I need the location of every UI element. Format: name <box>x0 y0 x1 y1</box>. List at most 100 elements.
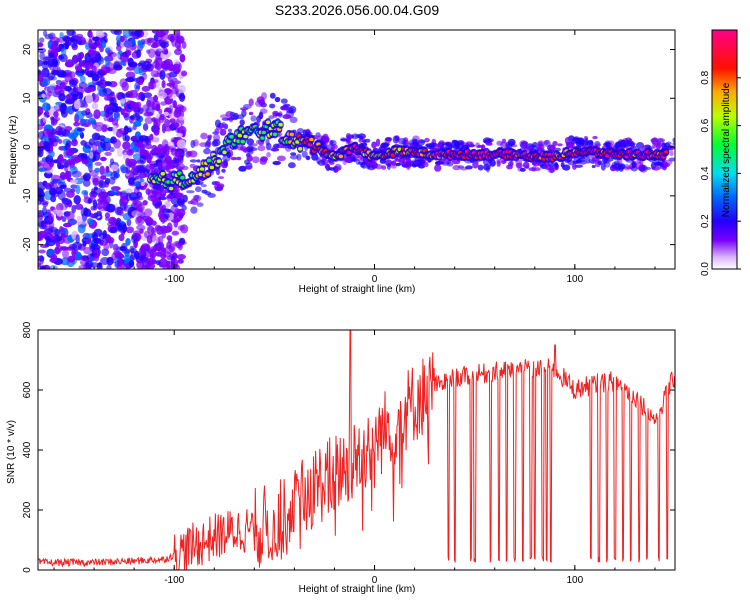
noise-blob <box>128 259 135 268</box>
noise-blob <box>97 191 107 199</box>
scatter-blob <box>370 161 378 169</box>
noise-blob <box>48 213 54 222</box>
scatter-blob <box>343 155 351 163</box>
noise-blob <box>145 137 151 143</box>
noise-blob <box>159 41 169 49</box>
noise-blob <box>43 141 49 149</box>
scatter-blob <box>266 152 271 158</box>
ridge-cell <box>261 130 266 135</box>
ridge-cell <box>240 139 245 144</box>
scatter-blob <box>175 166 183 171</box>
noise-blob <box>117 147 123 158</box>
scatter-blob <box>207 193 216 198</box>
scatter-blob <box>174 158 180 164</box>
noise-blob <box>164 118 170 128</box>
scatter-blob <box>276 155 286 162</box>
noise-blob <box>73 195 81 205</box>
noise-blob <box>134 250 140 260</box>
noise-blob <box>171 122 180 128</box>
noise-blob <box>165 72 171 79</box>
scatter-blob <box>446 162 454 167</box>
noise-blob <box>133 230 142 237</box>
noise-blob <box>122 51 128 58</box>
scatter-blob <box>350 157 356 162</box>
noise-blob <box>50 253 58 263</box>
noise-blob <box>111 189 118 195</box>
noise-blob <box>176 253 186 260</box>
scatter-blob <box>525 165 530 169</box>
scatter-blob <box>631 161 636 169</box>
noise-blob <box>68 243 78 250</box>
noise-blob <box>95 125 103 132</box>
scatter-blob <box>390 161 398 169</box>
noise-blob <box>139 145 146 154</box>
noise-blob <box>181 70 188 77</box>
noise-blob <box>150 227 157 234</box>
noise-blob <box>95 81 104 86</box>
noise-blob <box>64 126 73 132</box>
noise-blob <box>104 95 110 101</box>
colorbar: 0.0 0.2 0.4 0.6 0.8 Normalized spectral ampl… <box>700 29 741 276</box>
noise-blob <box>87 198 92 204</box>
snr-plot-area <box>38 330 675 570</box>
noise-blob <box>169 118 176 124</box>
noise-blob <box>157 248 164 253</box>
noise-blob <box>62 249 69 259</box>
noise-blob <box>132 200 138 206</box>
noise-blob <box>45 238 56 247</box>
noise-blob <box>145 217 154 226</box>
noise-blob <box>81 159 90 165</box>
noise-blob <box>155 103 161 112</box>
noise-blob <box>72 54 79 64</box>
noise-blob <box>101 248 110 257</box>
scatter-blob <box>158 162 163 169</box>
scatter-blob <box>361 142 368 147</box>
scatter-blob <box>159 205 164 211</box>
scatter-blob <box>190 140 196 148</box>
noise-blob <box>59 225 64 233</box>
scatter-blob <box>424 161 429 168</box>
noise-blob <box>125 226 134 234</box>
y-tick-label: 0 <box>22 567 33 573</box>
noise-blob <box>166 260 171 269</box>
scatter-blob <box>223 159 229 167</box>
y-tick-label: 200 <box>22 501 33 518</box>
scatter-blob <box>273 143 280 149</box>
y-tick-label: -10 <box>22 188 33 203</box>
noise-blob <box>167 33 176 42</box>
noise-blob <box>60 102 67 112</box>
noise-blob <box>50 43 58 53</box>
scatter-blob <box>201 189 208 194</box>
colorbar-gradient <box>711 29 738 270</box>
ridge-cell <box>664 150 669 154</box>
scatter-blob <box>236 156 242 161</box>
ridge-cell <box>272 132 278 137</box>
noise-blob <box>142 72 148 80</box>
scatter-blob <box>272 160 282 166</box>
y-tick-label: 10 <box>22 92 33 104</box>
scatter-blob <box>323 136 330 143</box>
noise-blob <box>91 65 97 74</box>
noise-blob <box>148 48 156 58</box>
noise-blob <box>87 117 96 125</box>
spectrogram-frame <box>37 29 676 270</box>
scatter-blob <box>538 141 543 147</box>
scatter-blob <box>315 132 321 138</box>
noise-blob <box>161 80 166 89</box>
scatter-blob <box>651 137 659 145</box>
noise-blob <box>81 190 89 195</box>
colorbar-label: Normalized spectral amplitude <box>721 82 732 217</box>
scatter-blob <box>621 142 630 148</box>
colorbar-tick-label: 0.6 <box>700 118 711 132</box>
noise-blob <box>97 262 102 268</box>
scatter-blob <box>496 140 504 146</box>
scatter-blob <box>672 137 675 143</box>
noise-blob <box>149 163 155 170</box>
noise-blob <box>161 47 169 55</box>
scatter-blob <box>301 150 308 158</box>
noise-blob <box>76 127 85 132</box>
scatter-blob <box>380 143 389 149</box>
noise-blob <box>106 49 114 57</box>
scatter-blob <box>194 186 202 193</box>
scatter-blob <box>317 160 326 166</box>
